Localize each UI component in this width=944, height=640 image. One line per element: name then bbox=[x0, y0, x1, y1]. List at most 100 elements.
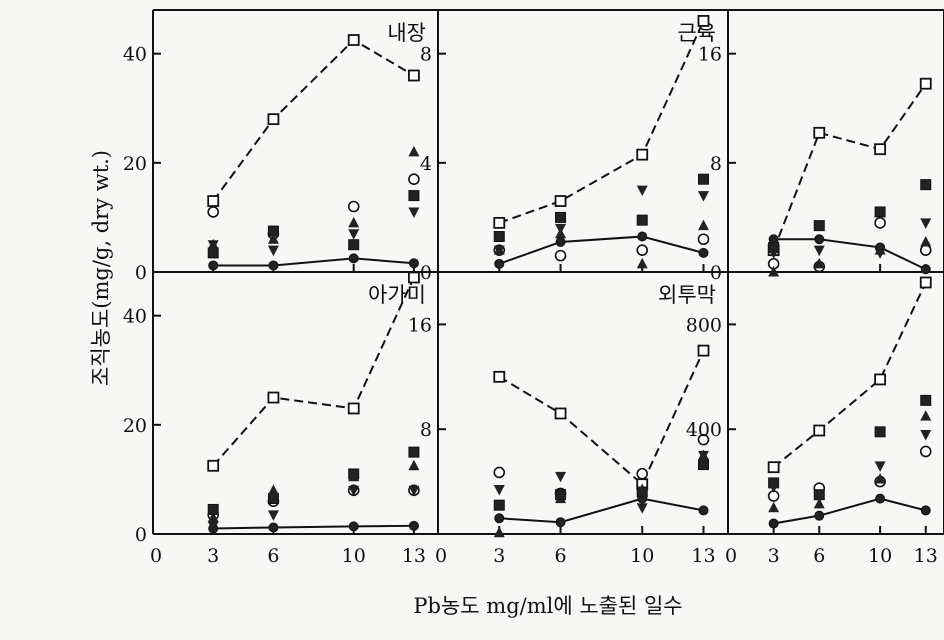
y-tick-label: 8 bbox=[710, 153, 722, 175]
series-line-solid bbox=[773, 238, 927, 271]
point-open-square bbox=[874, 143, 887, 156]
point-filled-circle bbox=[875, 493, 886, 504]
point-open-circle bbox=[207, 206, 220, 218]
x-tick-label: 0 bbox=[150, 545, 162, 567]
x-tick-label: 6 bbox=[267, 545, 279, 567]
point-filled-circle bbox=[555, 236, 566, 247]
point-open-square bbox=[767, 461, 780, 474]
x-tick-label: 10 bbox=[630, 545, 654, 567]
point-filled-circle bbox=[408, 520, 419, 531]
point-open-square bbox=[697, 344, 710, 357]
point-filled-circle bbox=[768, 518, 779, 529]
point-filled-circle bbox=[555, 517, 566, 528]
point-open-square bbox=[267, 113, 280, 126]
point-filled-circle bbox=[698, 247, 709, 258]
point-filled-square bbox=[493, 231, 505, 243]
x-tick-label: 3 bbox=[207, 545, 219, 567]
point-open-square bbox=[813, 424, 826, 437]
point-open-square bbox=[347, 402, 360, 415]
y-tick-label: 8 bbox=[420, 419, 432, 441]
point-open-circle bbox=[919, 445, 932, 458]
point-filled-square bbox=[493, 499, 505, 511]
point-filled-circle bbox=[208, 260, 219, 271]
y-tick-label: 8 bbox=[420, 44, 432, 66]
point-triangle-down bbox=[493, 484, 505, 496]
point-triangle-down bbox=[348, 229, 360, 240]
x-tick-label: 13 bbox=[691, 545, 715, 567]
point-filled-square bbox=[267, 493, 279, 505]
series-line-solid bbox=[213, 257, 414, 267]
point-open-square bbox=[408, 271, 420, 284]
point-triangle-up bbox=[408, 145, 420, 157]
y-tick-label: 0 bbox=[420, 262, 432, 284]
panel-6: 400 800 0 3 6 10 13 bbox=[686, 272, 944, 567]
y-tick-label: 16 bbox=[408, 314, 432, 336]
point-open-square bbox=[697, 15, 710, 27]
point-triangle-up bbox=[555, 492, 567, 504]
point-triangle-down bbox=[697, 191, 709, 202]
point-triangle-down bbox=[207, 240, 219, 251]
point-triangle-up bbox=[636, 257, 648, 269]
point-open-square bbox=[347, 34, 360, 46]
series-line-dashed bbox=[498, 20, 705, 224]
y-tick-label: 20 bbox=[123, 415, 147, 437]
point-filled-square bbox=[874, 426, 886, 438]
point-filled-circle bbox=[920, 264, 931, 275]
x-tick-label: 13 bbox=[402, 545, 426, 567]
point-triangle-down bbox=[768, 248, 780, 259]
point-open-circle bbox=[636, 467, 649, 480]
series-line-dashed bbox=[498, 350, 705, 486]
point-triangle-down bbox=[874, 461, 886, 472]
point-open-square bbox=[919, 77, 932, 90]
panel-4: 0 20 40 0 3 6 10 13 아가미 bbox=[123, 271, 438, 567]
point-filled-square bbox=[920, 179, 932, 191]
point-triangle-down bbox=[555, 223, 567, 235]
point-filled-circle bbox=[268, 260, 279, 271]
y-tick-label: 800 bbox=[686, 314, 722, 336]
point-triangle-down bbox=[813, 492, 825, 504]
point-triangle-down bbox=[636, 503, 648, 514]
panel-title: 외투막 bbox=[658, 283, 716, 307]
point-filled-square bbox=[697, 173, 709, 185]
point-filled-circle bbox=[698, 505, 709, 516]
point-filled-circle bbox=[348, 253, 359, 264]
panel-5: 8 16 0 3 6 10 13 외투막 bbox=[408, 272, 728, 567]
point-filled-circle bbox=[814, 510, 825, 521]
point-open-square bbox=[874, 373, 887, 386]
point-open-circle bbox=[554, 249, 567, 262]
point-filled-circle bbox=[637, 231, 648, 242]
point-open-circle bbox=[408, 173, 420, 186]
x-tick-label: 10 bbox=[342, 545, 366, 567]
point-triangle-down bbox=[555, 471, 567, 483]
point-open-circle bbox=[919, 244, 932, 256]
point-filled-circle bbox=[920, 505, 931, 516]
y-tick-label: 0 bbox=[135, 524, 147, 546]
point-open-circle bbox=[493, 466, 506, 479]
point-triangle-down bbox=[267, 245, 279, 257]
y-tick-label: 400 bbox=[686, 419, 722, 441]
point-triangle-up bbox=[768, 501, 780, 513]
point-triangle-down bbox=[920, 429, 932, 441]
series-line-dashed bbox=[773, 282, 927, 468]
point-open-square bbox=[493, 370, 506, 383]
y-tick-label: 40 bbox=[123, 306, 147, 328]
point-open-circle bbox=[874, 217, 886, 229]
point-triangle-down bbox=[697, 450, 709, 462]
point-triangle-down bbox=[408, 485, 420, 497]
series-line-dashed bbox=[772, 83, 927, 251]
series-line-dashed bbox=[212, 277, 415, 467]
point-open-circle bbox=[697, 233, 710, 246]
point-filled-circle bbox=[348, 521, 359, 532]
point-open-circle bbox=[697, 433, 710, 446]
y-tick-label: 40 bbox=[123, 44, 147, 66]
point-open-square bbox=[554, 195, 567, 207]
point-triangle-down bbox=[408, 207, 420, 218]
point-triangle-up bbox=[920, 235, 932, 247]
y-tick-label: 20 bbox=[123, 153, 147, 175]
point-triangle-up bbox=[348, 216, 360, 228]
panel-2: 0 4 8 근육 bbox=[420, 9, 728, 284]
panel-title: 근육 bbox=[677, 21, 716, 45]
series-line-dashed bbox=[212, 38, 415, 202]
point-triangle-down bbox=[636, 185, 648, 197]
